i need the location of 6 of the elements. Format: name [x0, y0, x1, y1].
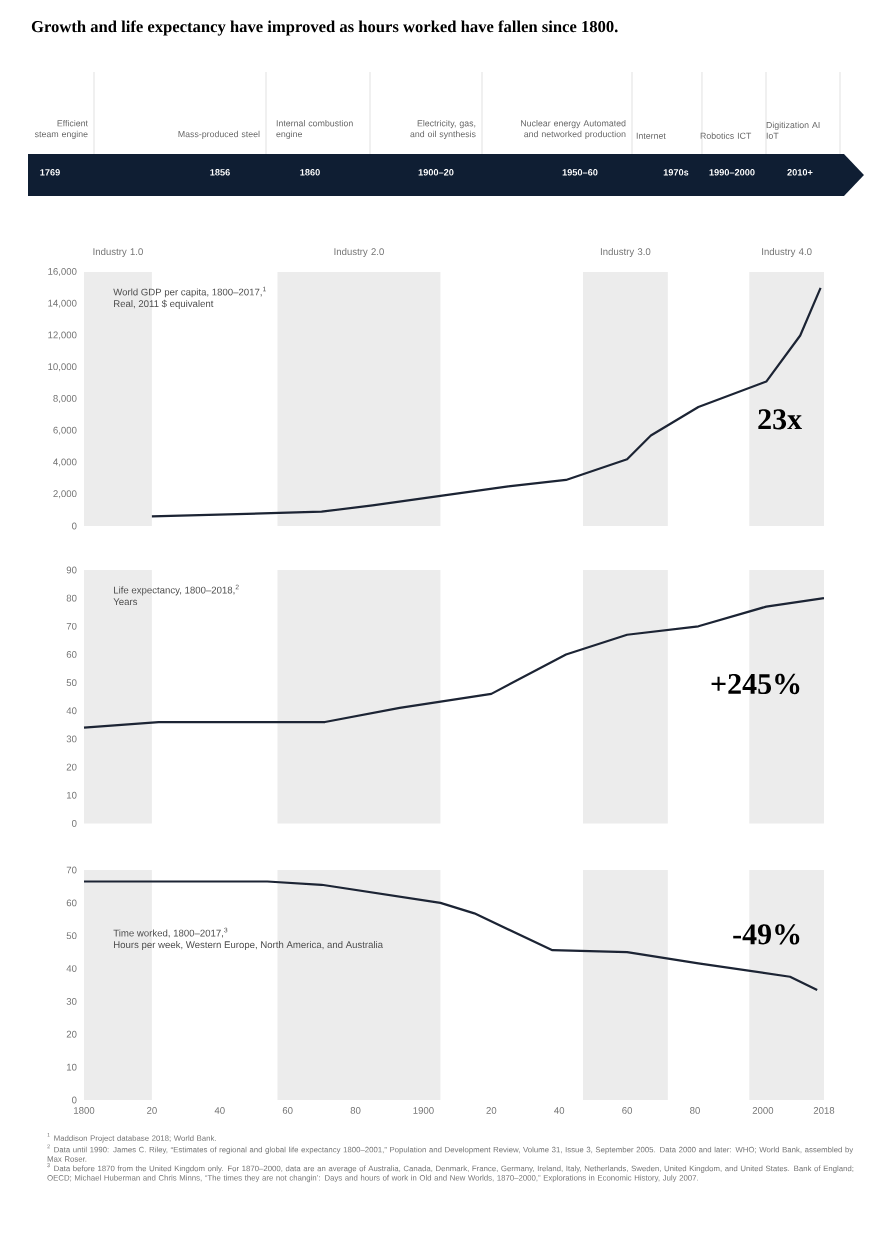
annotation: +245%	[711, 673, 800, 695]
annotation: -49%	[733, 924, 800, 945]
line-series	[82, 880, 819, 992]
annotation: 23x	[758, 409, 802, 430]
line-series	[82, 597, 826, 729]
text: Growth and life expectancy have improved as hours worked have fallen since 1800.	[31, 20, 618, 36]
